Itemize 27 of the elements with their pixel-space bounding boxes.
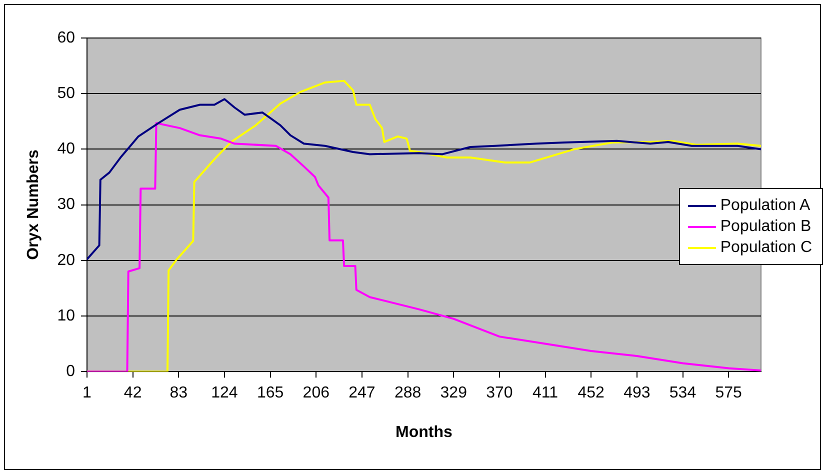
y-tick-label: 50: [57, 85, 76, 102]
x-tick-label: 206: [302, 384, 330, 402]
x-axis-title: Months: [396, 424, 453, 441]
x-tick-label: 247: [348, 384, 376, 402]
y-tick-label: 0: [66, 363, 76, 380]
x-tick-label: 452: [578, 384, 605, 402]
x-tick-label: 411: [532, 384, 558, 402]
x-tick-label: 288: [394, 384, 422, 402]
x-tick-label: 575: [715, 384, 742, 402]
x-tick-label: 493: [624, 384, 650, 402]
x-tick-label: 42: [124, 384, 142, 402]
y-tick-label: 20: [57, 252, 76, 269]
x-tick-label: 165: [256, 384, 284, 402]
x-tick-label: 329: [440, 384, 468, 402]
y-tick-label: 60: [57, 29, 76, 46]
y-axis-title: Oryx Numbers: [25, 150, 42, 260]
y-tick-label: 30: [57, 196, 76, 214]
x-tick-label: 534: [669, 384, 696, 402]
legend-label: Population B: [720, 217, 812, 238]
y-tick-label: 10: [57, 307, 76, 324]
x-tick-label: 1: [82, 384, 92, 402]
x-tick-label: 370: [486, 384, 513, 402]
x-tick-label: 83: [170, 384, 188, 402]
legend-label: Population C: [720, 238, 812, 258]
y-tick-label: 40: [57, 140, 76, 158]
x-tick-label: 124: [211, 384, 238, 402]
legend-label: Population A: [720, 196, 812, 216]
